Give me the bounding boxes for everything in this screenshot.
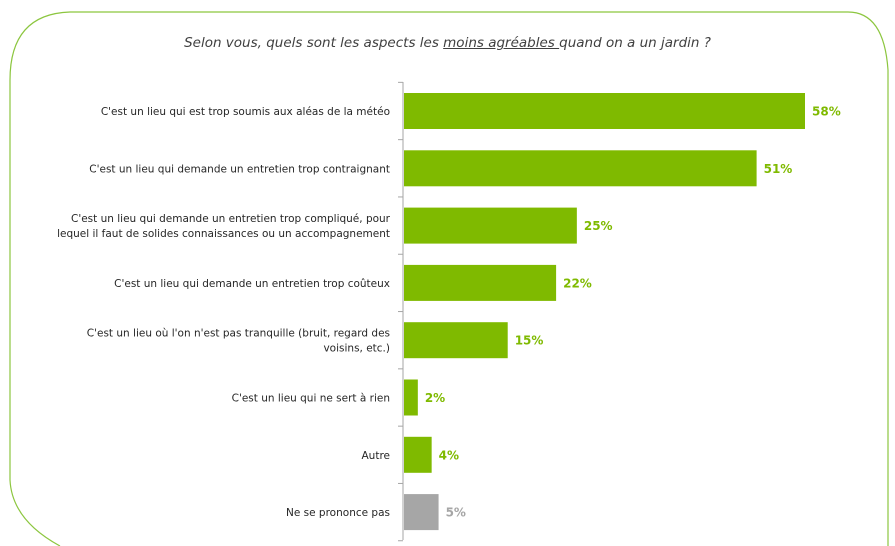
data-label: 22% — [563, 276, 592, 290]
bar — [404, 207, 577, 244]
frame-border — [9, 11, 889, 546]
bar — [404, 93, 805, 129]
category-label: Ne se prononce pas — [286, 507, 390, 519]
bar — [404, 436, 432, 473]
category-label: C'est un lieu qui est trop soumis aux al… — [101, 106, 390, 118]
data-label: 15% — [515, 334, 544, 348]
category-label: C'est un lieu qui demande un entretien t… — [89, 163, 390, 175]
chart-title: Selon vous, quels sont les aspects les m… — [0, 35, 895, 51]
data-label: 25% — [584, 219, 613, 233]
y-axis-ticks — [398, 81, 403, 542]
category-label: voisins, etc.) — [323, 343, 390, 355]
data-label: 58% — [812, 105, 841, 119]
category-label: C'est un lieu qui ne sert à rien — [232, 393, 390, 405]
bar — [404, 322, 508, 359]
bar — [404, 379, 418, 416]
category-label: C'est un lieu qui demande un entretien t… — [71, 213, 391, 225]
category-label: C'est un lieu qui demande un entretien t… — [114, 278, 390, 290]
title-text-start: Selon vous, quels sont les aspects les — [184, 35, 444, 51]
data-label: 51% — [764, 162, 793, 176]
bar — [404, 264, 557, 301]
bar — [404, 150, 757, 187]
title-text-emphasis: moins agréables — [443, 35, 560, 51]
bar — [404, 494, 439, 531]
category-label: Autre — [361, 450, 390, 462]
category-label: lequel il faut de solides connaissances … — [57, 228, 390, 240]
data-label: 4% — [439, 448, 459, 462]
bars-layer: 58% C'est un lieu qui est trop soumis aux… — [57, 81, 841, 542]
data-label: 2% — [425, 391, 445, 405]
data-label: 5% — [446, 506, 466, 520]
category-label: C'est un lieu où l'on n'est pas tranquil… — [87, 328, 390, 340]
title-text-end: quand on a un jardin ? — [559, 35, 711, 51]
